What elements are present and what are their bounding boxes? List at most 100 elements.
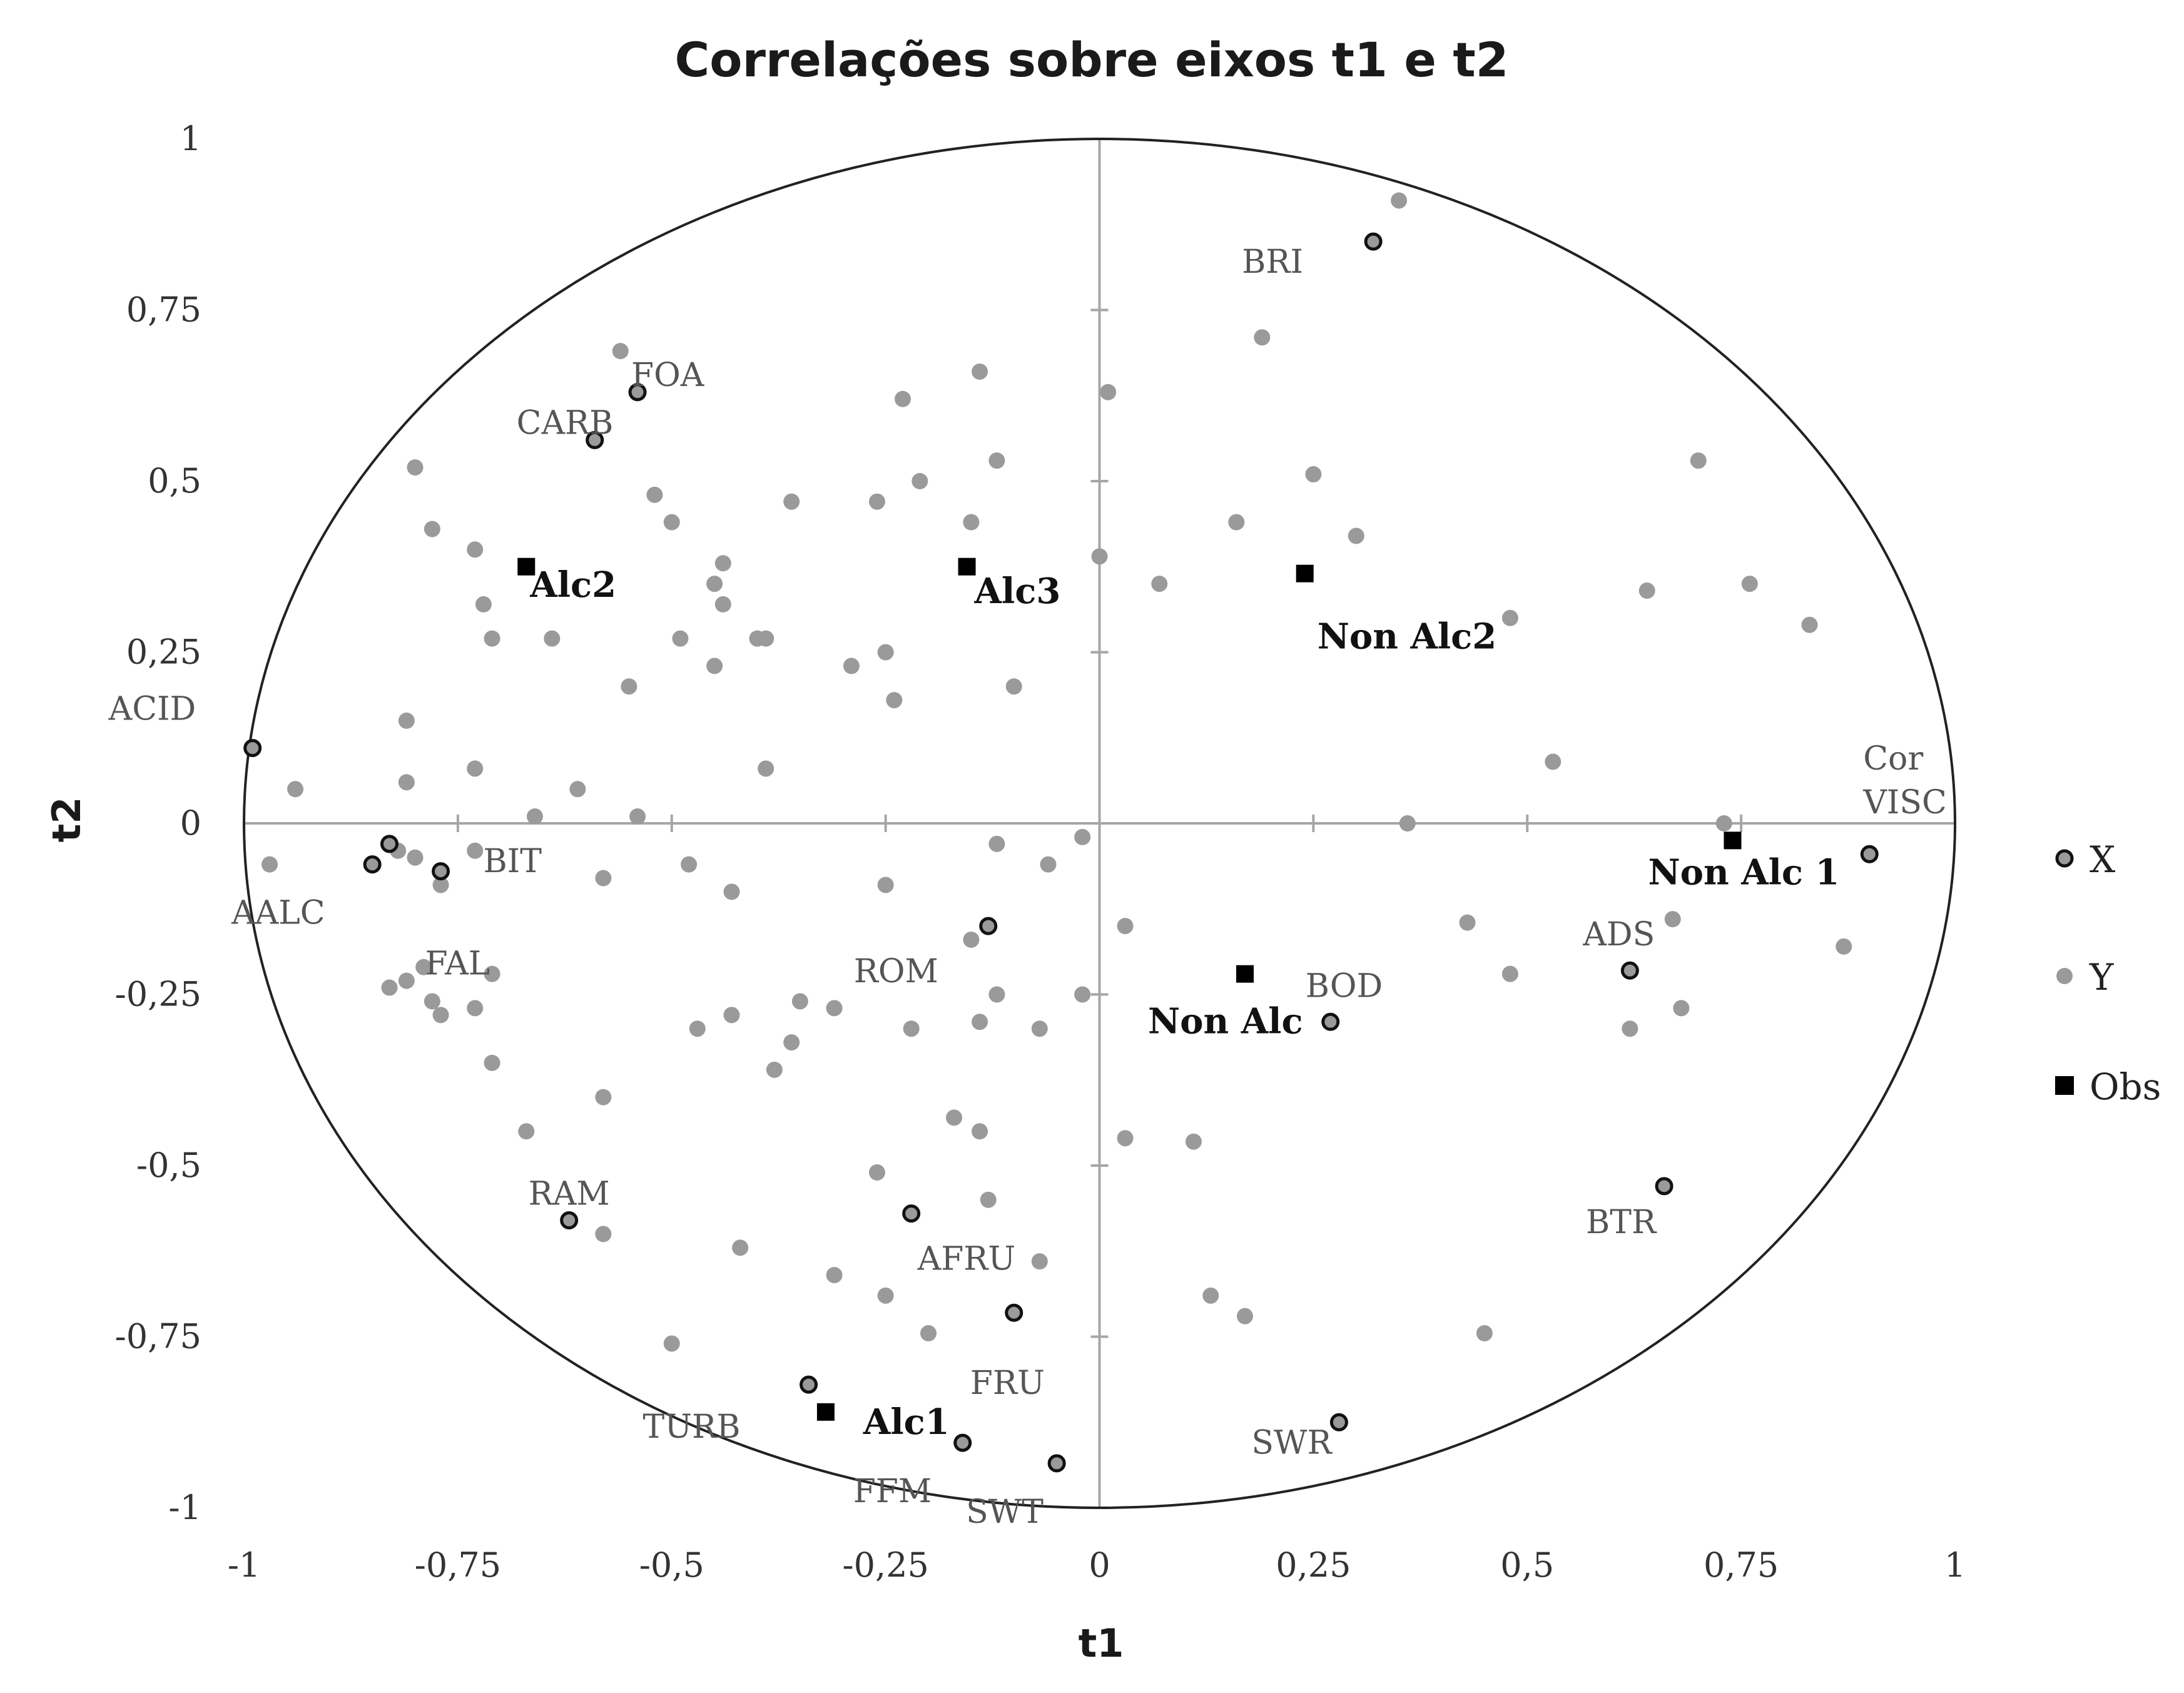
- y-point: [758, 630, 775, 647]
- y-point: [988, 835, 1005, 852]
- y-point: [398, 712, 415, 729]
- variable-label: AALC: [231, 895, 325, 932]
- y-point: [868, 493, 885, 510]
- x-point: [1047, 1454, 1066, 1473]
- y-tick-label: -1: [168, 1488, 201, 1527]
- y-point: [424, 993, 440, 1010]
- y-point: [432, 1007, 449, 1024]
- y-point: [886, 692, 903, 709]
- obs-point: [517, 557, 536, 576]
- y-axis-title: t2: [44, 797, 89, 843]
- y-point: [758, 760, 775, 777]
- y-point: [1236, 1308, 1253, 1324]
- y-point: [407, 849, 424, 866]
- obs-point: [816, 1403, 835, 1421]
- x-point: [628, 383, 647, 402]
- legend: X Y Obs: [2055, 838, 2161, 1108]
- y-point: [1836, 938, 1852, 955]
- y-point: [1622, 1020, 1638, 1037]
- y-point: [843, 658, 860, 674]
- y-point: [877, 644, 894, 661]
- y-point: [1545, 753, 1562, 770]
- y-point: [1399, 815, 1416, 831]
- y-point: [407, 459, 424, 476]
- obs-point: [958, 557, 976, 576]
- x-series: [243, 232, 1879, 1473]
- y-point: [877, 877, 894, 893]
- x-point: [1005, 1303, 1023, 1322]
- y-point: [912, 473, 928, 489]
- y-point: [595, 1089, 612, 1106]
- y-point: [484, 1054, 500, 1071]
- obs-point: [1236, 965, 1254, 983]
- y-point: [526, 808, 543, 825]
- y-point: [714, 555, 731, 572]
- y-point: [1715, 815, 1732, 831]
- y-point: [766, 1061, 783, 1078]
- variable-label: SWT: [966, 1493, 1044, 1531]
- y-point: [1202, 1287, 1219, 1304]
- y-point: [663, 514, 680, 531]
- x-point: [1364, 232, 1383, 251]
- variable-label: ACID: [108, 691, 196, 728]
- y-point: [972, 363, 988, 380]
- y-point: [1185, 1133, 1202, 1150]
- variable-label: RAM: [529, 1176, 610, 1213]
- y-point: [398, 774, 415, 791]
- y-tick-label: 1: [180, 119, 201, 158]
- observation-label: Alc3: [974, 571, 1061, 612]
- y-point: [1801, 616, 1818, 633]
- y-point: [1117, 1130, 1134, 1147]
- y-point: [963, 514, 980, 531]
- y-point: [432, 877, 449, 893]
- x-point: [432, 862, 450, 881]
- y-point: [988, 452, 1005, 469]
- y-point: [903, 1020, 920, 1037]
- observation-label: Alc1: [863, 1401, 950, 1443]
- x-tick-label: 0,5: [1500, 1545, 1554, 1585]
- x-tick-label: -0,25: [842, 1545, 928, 1585]
- y-point: [714, 596, 731, 613]
- y-point: [1391, 192, 1408, 209]
- y-point: [783, 493, 800, 510]
- y-point: [706, 576, 723, 592]
- x-point: [1655, 1177, 1674, 1196]
- legend-marker-x: [2055, 849, 2074, 868]
- y-point: [723, 1007, 740, 1024]
- variable-label: Cor: [1863, 740, 1923, 778]
- legend-marker-y: [2056, 968, 2073, 984]
- y-point: [1031, 1020, 1048, 1037]
- x-point: [363, 855, 382, 874]
- x-point: [953, 1433, 972, 1452]
- y-point: [398, 972, 415, 989]
- y-point: [894, 390, 911, 407]
- y-point: [868, 1164, 885, 1181]
- y-point: [475, 596, 492, 613]
- y-point: [732, 1239, 749, 1256]
- x-point: [1329, 1413, 1348, 1431]
- y-point: [920, 1325, 937, 1342]
- y-point: [646, 486, 663, 503]
- y-point: [595, 870, 612, 887]
- legend-label: X: [2090, 838, 2116, 881]
- y-point: [1476, 1325, 1493, 1342]
- y-point: [484, 630, 500, 647]
- y-point: [946, 1109, 963, 1126]
- y-point: [1673, 1000, 1690, 1017]
- y-point: [544, 630, 561, 647]
- variable-label: AFRU: [917, 1241, 1016, 1278]
- y-point: [1741, 576, 1758, 592]
- variable-label: CARB: [517, 404, 614, 442]
- y-point: [467, 1000, 484, 1017]
- y-point: [629, 808, 646, 825]
- y-point: [988, 986, 1005, 1003]
- y-point: [381, 979, 398, 996]
- x-tick-label: 1: [1944, 1545, 1966, 1585]
- variable-label: FAL: [425, 945, 490, 983]
- correlation-circle-layer: [243, 138, 1956, 1509]
- variable-label: FRU: [970, 1365, 1045, 1402]
- y-point: [467, 842, 484, 859]
- y-point: [484, 965, 500, 982]
- y-point: [1459, 914, 1476, 931]
- x-tick-label: 0: [1089, 1545, 1110, 1585]
